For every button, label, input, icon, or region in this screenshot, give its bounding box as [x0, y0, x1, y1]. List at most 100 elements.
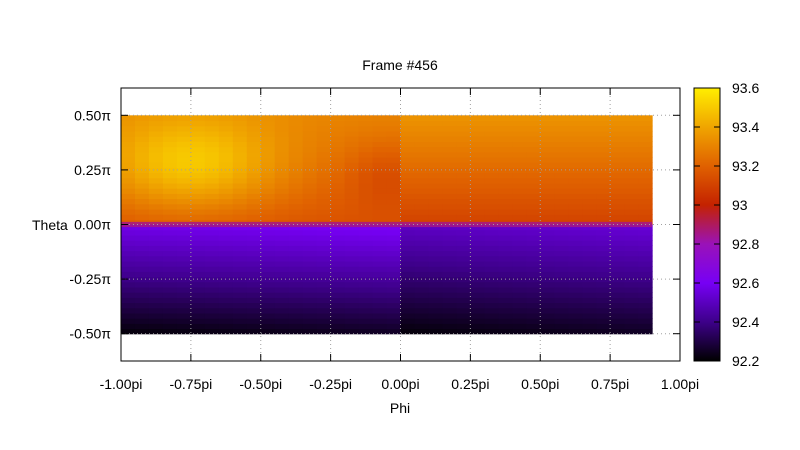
heatmap-cell: [358, 162, 374, 168]
heatmap-cell: [218, 307, 234, 314]
heatmap-cell: [582, 188, 597, 194]
heatmap-cell: [456, 328, 471, 335]
heatmap-cell: [610, 281, 625, 288]
heatmap-cell: [204, 188, 220, 194]
heatmap-cell: [526, 297, 541, 304]
heatmap-cell: [134, 297, 150, 304]
heatmap-cell: [568, 229, 583, 236]
heatmap-cell: [358, 255, 374, 262]
heatmap-cell: [134, 224, 150, 231]
heatmap-cell: [372, 203, 388, 210]
heatmap-cell: [428, 260, 444, 267]
heatmap-cell: [358, 245, 374, 252]
heatmap-cell: [428, 240, 444, 246]
heatmap-cell: [204, 162, 220, 168]
heatmap-cell: [428, 271, 444, 278]
heatmap-cell: [358, 130, 374, 137]
heatmap-cell: [288, 266, 304, 272]
heatmap-cell: [540, 276, 555, 283]
heatmap-cell: [372, 115, 388, 122]
heatmap-cell: [582, 156, 597, 163]
heatmap-cell: [162, 240, 178, 246]
heatmap-cell: [344, 312, 360, 319]
heatmap-cell: [414, 193, 430, 200]
heatmap-cell: [414, 146, 430, 153]
heatmap-cell: [428, 182, 444, 189]
heatmap-cell: [302, 146, 318, 153]
heatmap-cell: [372, 177, 388, 184]
heatmap-cell: [358, 177, 374, 184]
heatmap-cell: [582, 141, 597, 148]
heatmap-cell: [442, 120, 457, 127]
heatmap-cell: [400, 229, 416, 236]
heatmap-cell: [638, 193, 653, 200]
heatmap-cell: [414, 224, 430, 231]
heatmap-cell: [526, 323, 541, 330]
heatmap-cell: [246, 229, 262, 236]
heatmap-cell: [274, 286, 290, 293]
heatmap-cell: [470, 286, 485, 293]
heatmap-cell: [302, 328, 318, 335]
heatmap-cell: [624, 307, 639, 314]
heatmap-cell: [232, 172, 248, 179]
heatmap-cell: [232, 286, 248, 293]
heatmap-cell: [358, 318, 374, 324]
heatmap-cell: [204, 182, 220, 189]
heatmap-cell: [176, 125, 192, 132]
heatmap-cell: [554, 120, 569, 127]
heatmap-cell: [498, 182, 513, 189]
heatmap-cell: [596, 136, 611, 142]
heatmap-cell: [218, 224, 234, 231]
heatmap-cell: [540, 136, 555, 142]
heatmap-cell: [596, 281, 611, 288]
heatmap-cell: [456, 286, 471, 293]
heatmap-cell: [526, 240, 541, 246]
heatmap-cell: [274, 188, 290, 194]
heatmap-cell: [428, 286, 444, 293]
heatmap-cell: [372, 193, 388, 200]
heatmap-cell: [232, 125, 248, 132]
heatmap-cell: [596, 141, 611, 148]
heatmap-cell: [372, 224, 388, 231]
heatmap-cell: [260, 136, 276, 142]
heatmap-cell: [400, 172, 416, 179]
heatmap-cell: [246, 255, 262, 262]
heatmap-cell: [121, 224, 136, 231]
heatmap-cell: [470, 177, 485, 184]
heatmap-cell: [344, 198, 360, 205]
heatmap-cell: [316, 208, 332, 215]
heatmap-cell: [162, 214, 178, 220]
heatmap-cell: [386, 224, 402, 231]
heatmap-cell: [330, 146, 346, 153]
heatmap-cell: [372, 255, 388, 262]
heatmap-cell: [456, 130, 471, 137]
heatmap-cell: [260, 266, 276, 272]
heatmap-cell: [442, 271, 457, 278]
heatmap-cell: [246, 188, 262, 194]
heatmap-cell: [148, 292, 164, 298]
heatmap-cell: [554, 245, 569, 252]
heatmap-cell: [442, 188, 457, 194]
heatmap-cell: [610, 323, 625, 330]
heatmap-cell: [582, 229, 597, 236]
heatmap-cell: [246, 208, 262, 215]
heatmap-cell: [456, 292, 471, 298]
heatmap-cell: [554, 281, 569, 288]
heatmap-cell: [568, 234, 583, 241]
heatmap-cell: [162, 286, 178, 293]
heatmap-cell: [568, 172, 583, 179]
heatmap-cell: [596, 125, 611, 132]
heatmap-cell: [330, 245, 346, 252]
heatmap-cell: [512, 130, 527, 137]
heatmap-cell: [554, 146, 569, 153]
heatmap-cell: [344, 120, 360, 127]
heatmap-cell: [232, 255, 248, 262]
heatmap-cell: [260, 286, 276, 293]
heatmap-cell: [232, 188, 248, 194]
heatmap-cell: [484, 172, 499, 179]
heatmap-cell: [428, 281, 444, 288]
heatmap-cell: [302, 323, 318, 330]
heatmap-cell: [260, 146, 276, 153]
heatmap-cell: [414, 151, 430, 158]
heatmap-cell: [414, 162, 430, 168]
